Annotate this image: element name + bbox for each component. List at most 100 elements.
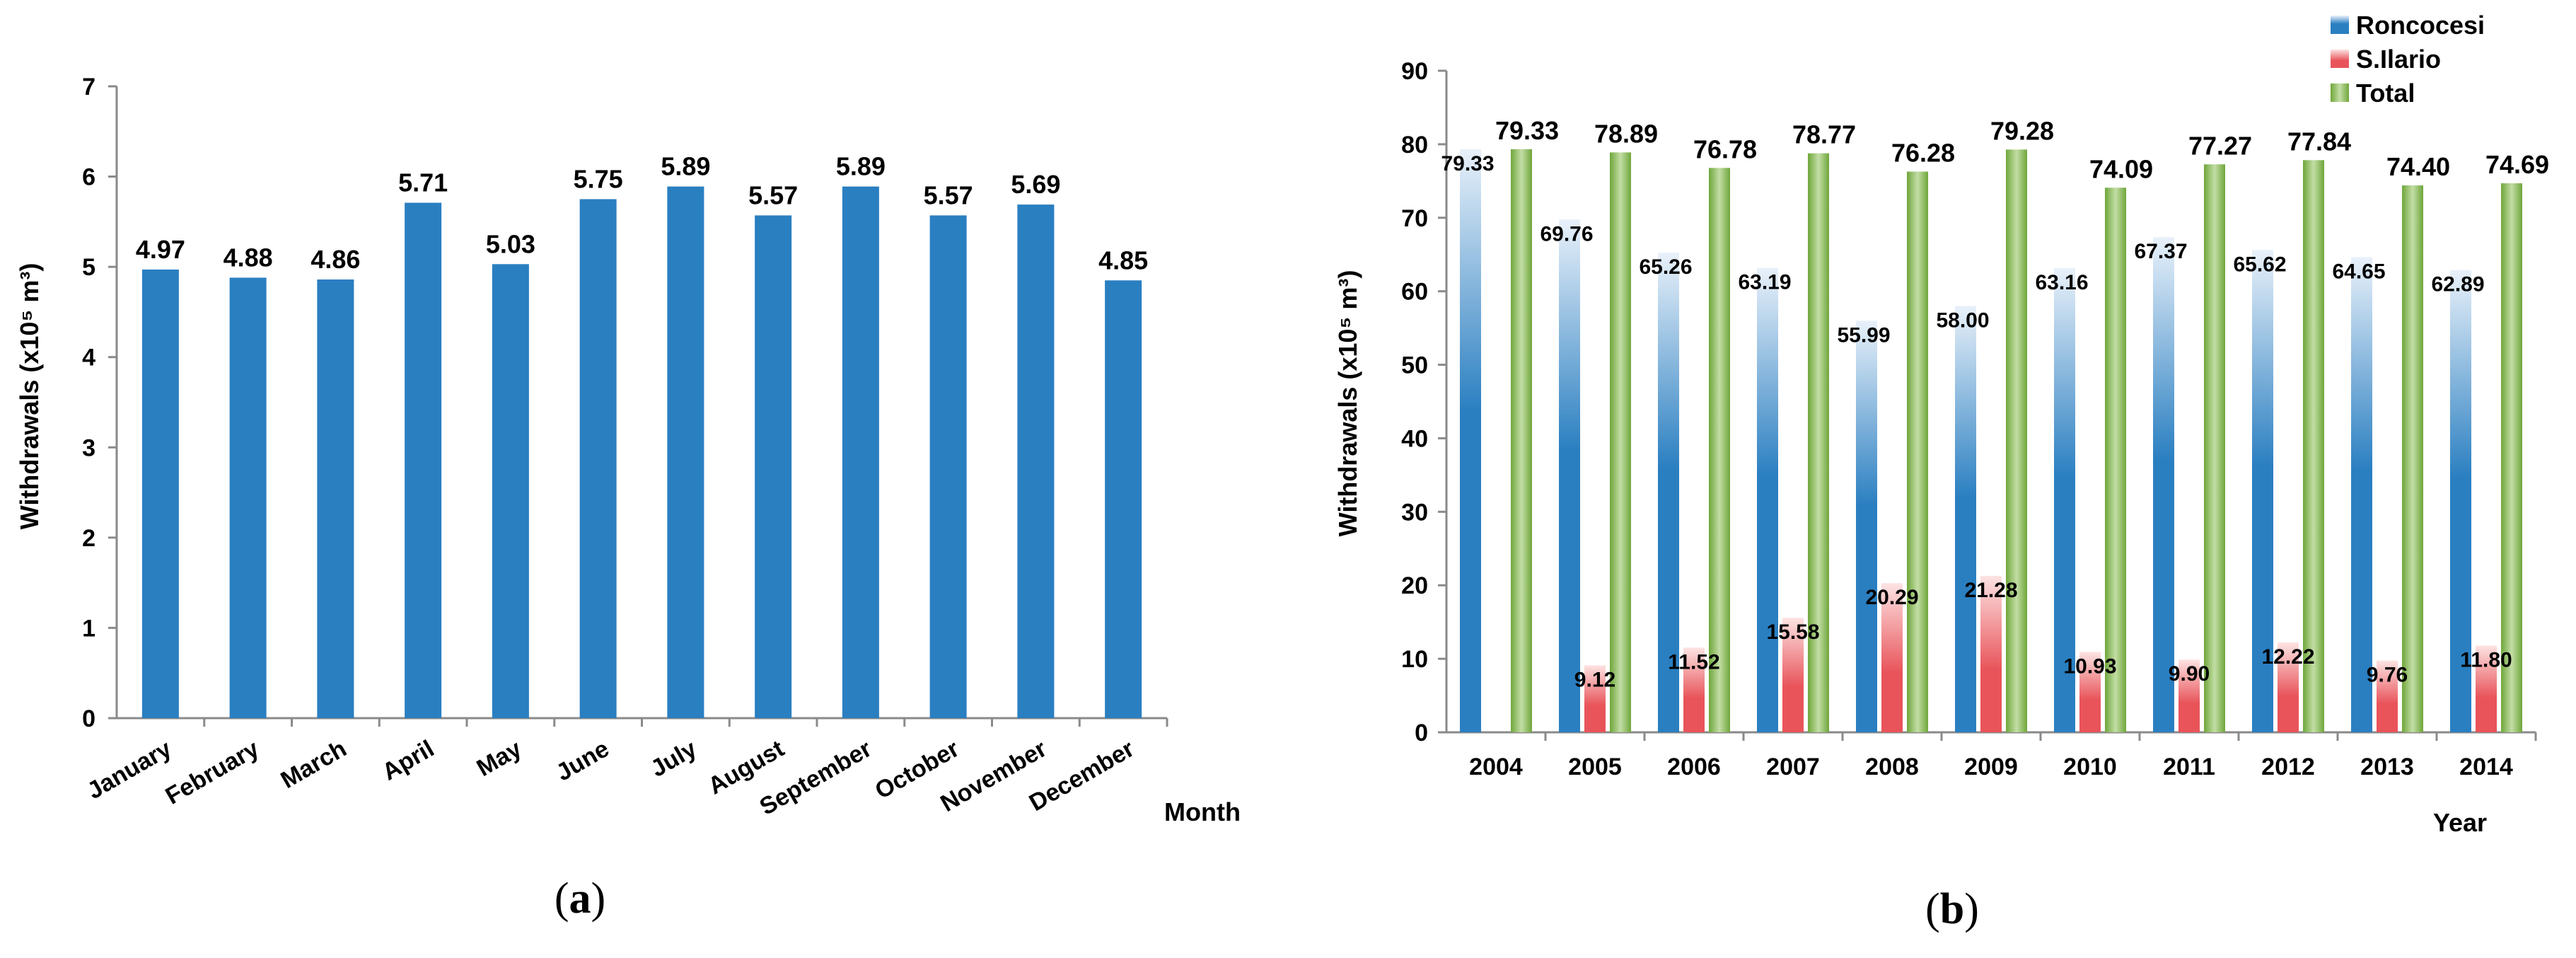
- bar-total-2011: [2204, 164, 2225, 732]
- silario-data-label: 15.58: [1766, 621, 1819, 644]
- silario-data-label: 9.90: [2169, 662, 2210, 686]
- roncocesi-data-label: 55.99: [1837, 323, 1890, 347]
- total-data-label: 78.89: [1594, 119, 1658, 148]
- total-data-label: 79.28: [1990, 116, 2054, 145]
- y-axis-title: Withdrawals (x10⁵ m³): [1333, 270, 1362, 537]
- total-data-label: 78.77: [1792, 120, 1856, 149]
- bar-roncocesi-2008: [1856, 321, 1877, 732]
- legend: Roncocesi S.Ilario Total: [2331, 11, 2485, 108]
- bar-total-2014: [2501, 183, 2522, 732]
- x-tick-label: April: [378, 735, 439, 786]
- data-label: 5.57: [924, 180, 973, 209]
- bar-october: [929, 215, 967, 719]
- bar-january: [141, 269, 179, 719]
- x-tick-label: 2005: [1568, 754, 1622, 780]
- bar-total-2013: [2402, 185, 2423, 733]
- silario-data-label: 11.80: [2460, 648, 2512, 671]
- roncocesi-data-label: 63.19: [1738, 271, 1791, 294]
- legend-label: Roncocesi: [2356, 11, 2485, 40]
- total-data-label: 74.40: [2386, 152, 2450, 181]
- bar-total-2006: [1709, 168, 1730, 732]
- bar-april: [405, 202, 442, 718]
- total-data-label: 79.33: [1495, 116, 1559, 145]
- total-data-label: 76.78: [1693, 134, 1757, 163]
- data-label: 5.57: [748, 180, 798, 209]
- x-tick-label: 2009: [1964, 754, 2018, 780]
- data-label: 4.85: [1098, 246, 1148, 275]
- roncocesi-data-label: 62.89: [2431, 273, 2484, 296]
- data-label: 4.97: [136, 235, 185, 264]
- data-label: 5.69: [1011, 170, 1060, 199]
- bar-total-2012: [2303, 160, 2324, 733]
- bar-roncocesi-2013: [2351, 257, 2372, 732]
- bar-silario-2010: [2079, 652, 2101, 732]
- y-tick-label: 0: [1415, 720, 1428, 746]
- data-label: 4.86: [311, 245, 360, 274]
- silario-data-label: 9.76: [2367, 664, 2408, 687]
- x-tick-label: May: [472, 735, 526, 782]
- bar-silario-2006: [1683, 647, 1705, 732]
- roncocesi-data-label: 67.37: [2134, 240, 2187, 263]
- x-tick-label: 2006: [1667, 754, 1721, 780]
- bar-september: [842, 186, 879, 719]
- total-data-label: 76.28: [1891, 139, 1955, 168]
- y-tick-label: 50: [1401, 352, 1428, 379]
- bar-roncocesi-2012: [2252, 250, 2273, 732]
- data-label: 4.88: [224, 243, 273, 272]
- x-axis-title: Month: [1164, 797, 1241, 826]
- bar-roncocesi-2004: [1460, 149, 1481, 733]
- bar-silario-2009: [1980, 575, 2002, 732]
- total-data-label: 74.09: [2089, 154, 2153, 183]
- x-tick-label: July: [646, 735, 701, 783]
- bar-july: [667, 186, 704, 719]
- roncocesi-data-label: 58.00: [1936, 308, 1989, 332]
- data-label: 5.89: [836, 152, 886, 181]
- silario-data-label: 11.52: [1668, 650, 1719, 674]
- panel-label-b: (b): [1925, 885, 1979, 933]
- x-tick-label: June: [552, 735, 614, 787]
- bar-silario-2014: [2476, 645, 2497, 732]
- bar-december: [1105, 280, 1142, 718]
- bar-total-2007: [1808, 153, 1829, 732]
- legend-label: Total: [2356, 79, 2415, 108]
- bar-total-2010: [2105, 187, 2126, 732]
- y-tick-label: 70: [1401, 205, 1428, 232]
- bar-june: [579, 199, 617, 718]
- y-tick-label: 7: [82, 74, 95, 100]
- bar-roncocesi-2005: [1559, 219, 1580, 732]
- bar-roncocesi-2010: [2054, 267, 2075, 732]
- bar-march: [317, 279, 354, 718]
- yearly-withdrawals-chart: Withdrawals (x10⁵ m³) Year (b) 0 10 20 30 40…: [1333, 11, 2549, 933]
- legend-label: S.Ilario: [2356, 45, 2441, 74]
- bar-roncocesi-2007: [1757, 267, 1778, 732]
- legend-swatch-total: [2331, 83, 2349, 102]
- y-axis-title: Withdrawals (x10⁵ m³): [15, 263, 44, 530]
- x-tick-label: 2007: [1766, 754, 1820, 780]
- x-tick-label: 2013: [2360, 754, 2414, 780]
- bar-november: [1017, 204, 1055, 719]
- x-axis-title: Year: [2433, 808, 2487, 837]
- y-tick-label: 40: [1401, 425, 1428, 452]
- silario-data-label: 12.22: [2261, 645, 2314, 669]
- roncocesi-data-label: 65.26: [1639, 255, 1692, 279]
- x-tick-label: March: [277, 735, 352, 794]
- data-label: 5.03: [486, 229, 535, 258]
- y-tick-label: 2: [82, 525, 95, 552]
- bar-silario-2005: [1584, 665, 1606, 732]
- y-tick-label: 10: [1401, 646, 1428, 673]
- data-label: 5.75: [574, 164, 623, 193]
- y-tick-label: 3: [82, 434, 95, 461]
- data-label: 5.89: [661, 152, 710, 181]
- bar-roncocesi-2014: [2450, 270, 2471, 732]
- y-tick-label: 6: [82, 164, 95, 191]
- y-tick-label: 30: [1401, 499, 1428, 526]
- silario-data-label: 20.29: [1865, 586, 1918, 609]
- bar-total-2004: [1511, 149, 1532, 733]
- roncocesi-data-label: 64.65: [2332, 260, 2385, 283]
- bar-total-2008: [1907, 171, 1928, 733]
- silario-data-label: 10.93: [2063, 654, 2116, 678]
- bar-silario-2011: [2178, 659, 2200, 732]
- y-tick-label: 0: [82, 705, 95, 732]
- bar-roncocesi-2006: [1658, 253, 1679, 732]
